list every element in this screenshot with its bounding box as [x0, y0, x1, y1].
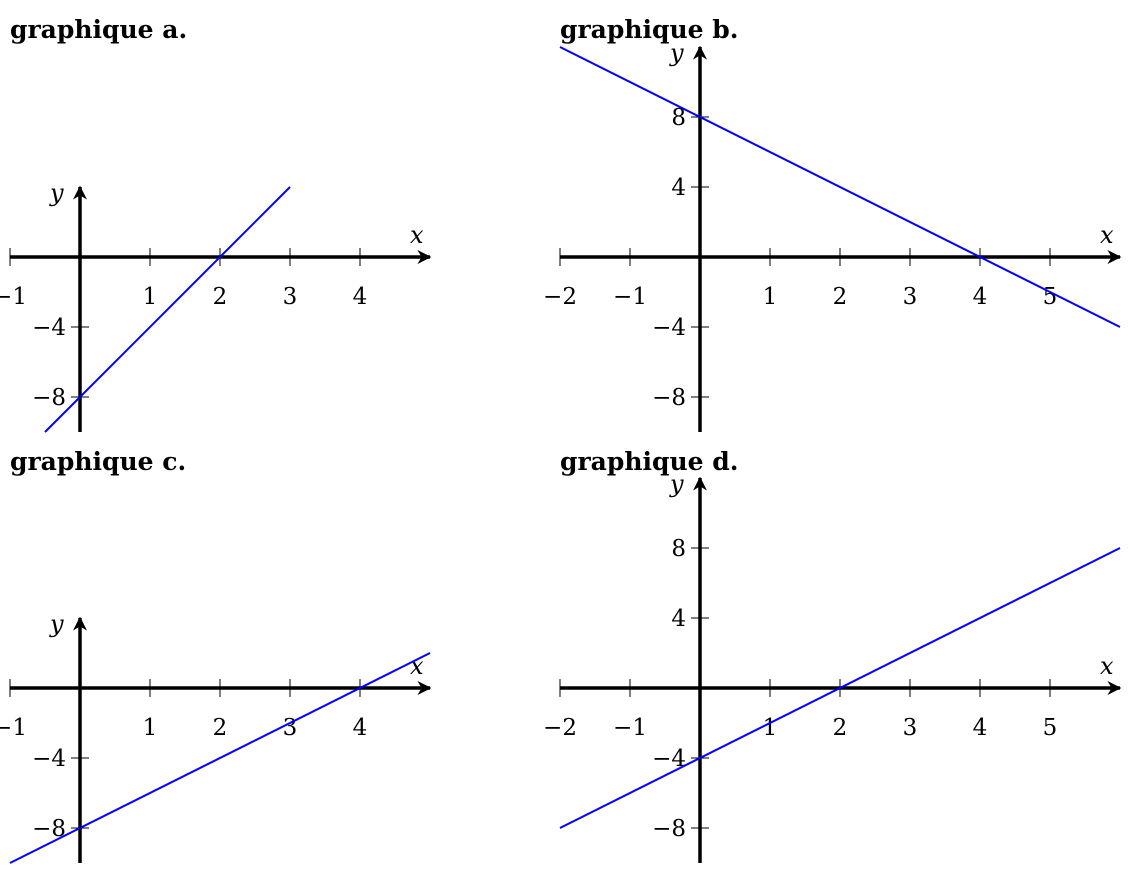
chart-title: graphique d.: [560, 447, 738, 476]
y-tick-label: −4: [32, 315, 66, 341]
x-axis-label: x: [1100, 221, 1114, 249]
x-tick-label: 3: [903, 715, 918, 741]
x-tick-label: 4: [973, 284, 988, 310]
x-tick-label: 1: [143, 284, 158, 310]
x-tick-label: −1: [0, 284, 27, 310]
x-tick-label: 1: [763, 715, 778, 741]
y-tick-label: −8: [652, 816, 686, 842]
y-tick-label: −4: [652, 315, 686, 341]
x-tick-label: 2: [833, 284, 848, 310]
x-tick-label: 1: [763, 284, 778, 310]
y-tick-label: 8: [671, 536, 686, 562]
x-tick-label: −2: [543, 715, 577, 741]
chart-title: graphique a.: [10, 15, 187, 44]
x-tick-label: 5: [1043, 284, 1058, 310]
y-axis-label: y: [49, 610, 64, 638]
y-axis-label: y: [669, 470, 684, 498]
y-tick-label: −4: [32, 746, 66, 772]
x-tick-label: 4: [973, 715, 988, 741]
x-tick-label: 2: [213, 715, 228, 741]
x-tick-label: 2: [833, 715, 848, 741]
x-tick-label: 4: [353, 284, 368, 310]
x-tick-label: −1: [0, 715, 27, 741]
x-tick-label: 5: [1043, 715, 1058, 741]
x-tick-label: −1: [613, 715, 647, 741]
x-axis-label: x: [1100, 652, 1114, 680]
x-tick-label: 3: [283, 715, 298, 741]
y-axis-label: y: [49, 179, 64, 207]
x-tick-label: 3: [283, 284, 298, 310]
x-tick-label: −1: [613, 284, 647, 310]
y-tick-label: −8: [652, 385, 686, 411]
x-tick-label: 1: [143, 715, 158, 741]
x-tick-label: −2: [543, 284, 577, 310]
y-axis-label: y: [669, 39, 684, 67]
chart-title: graphique b.: [560, 15, 738, 44]
x-tick-label: 2: [213, 284, 228, 310]
y-tick-label: 4: [671, 175, 686, 201]
x-tick-label: 4: [353, 715, 368, 741]
y-tick-label: −8: [32, 385, 66, 411]
x-tick-label: 3: [903, 284, 918, 310]
y-tick-label: 4: [671, 606, 686, 632]
x-axis-label: x: [410, 221, 424, 249]
chart-title: graphique c.: [10, 447, 186, 476]
